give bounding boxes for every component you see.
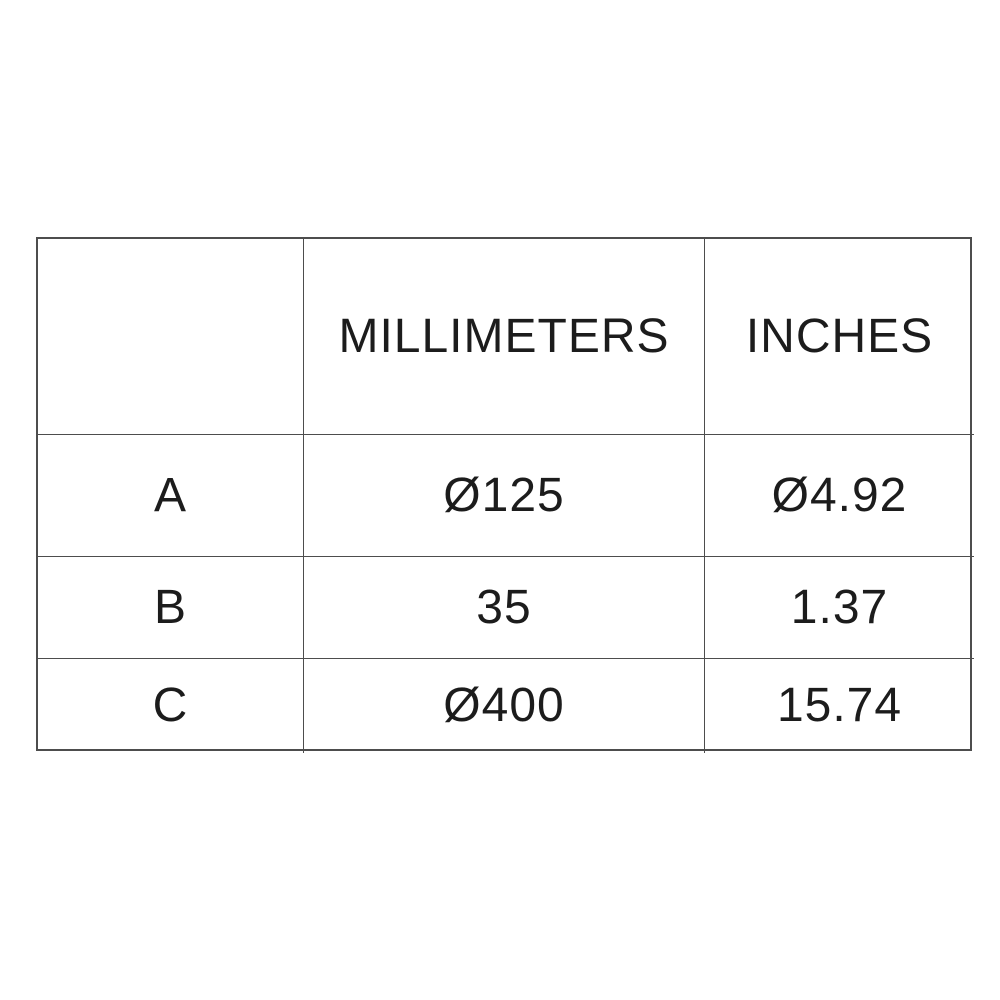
row-a-inches: Ø4.92 xyxy=(705,435,974,557)
row-a-millimeters: Ø125 xyxy=(304,435,705,557)
row-c-millimeters: Ø400 xyxy=(304,659,705,753)
header-inches: INCHES xyxy=(705,239,974,435)
row-c-label: C xyxy=(38,659,304,753)
header-millimeters: MILLIMETERS xyxy=(304,239,705,435)
row-b-millimeters: 35 xyxy=(304,557,705,659)
row-c-inches: 15.74 xyxy=(776,679,903,732)
row-a-label: A xyxy=(38,435,304,557)
header-empty-cell xyxy=(38,239,304,435)
row-b-inches: 1.37 xyxy=(705,557,974,659)
dimensions-table: MILLIMETERS INCHES A Ø125 Ø4.92 B 35 1.3… xyxy=(36,237,974,753)
row-b-label: B xyxy=(38,557,304,659)
